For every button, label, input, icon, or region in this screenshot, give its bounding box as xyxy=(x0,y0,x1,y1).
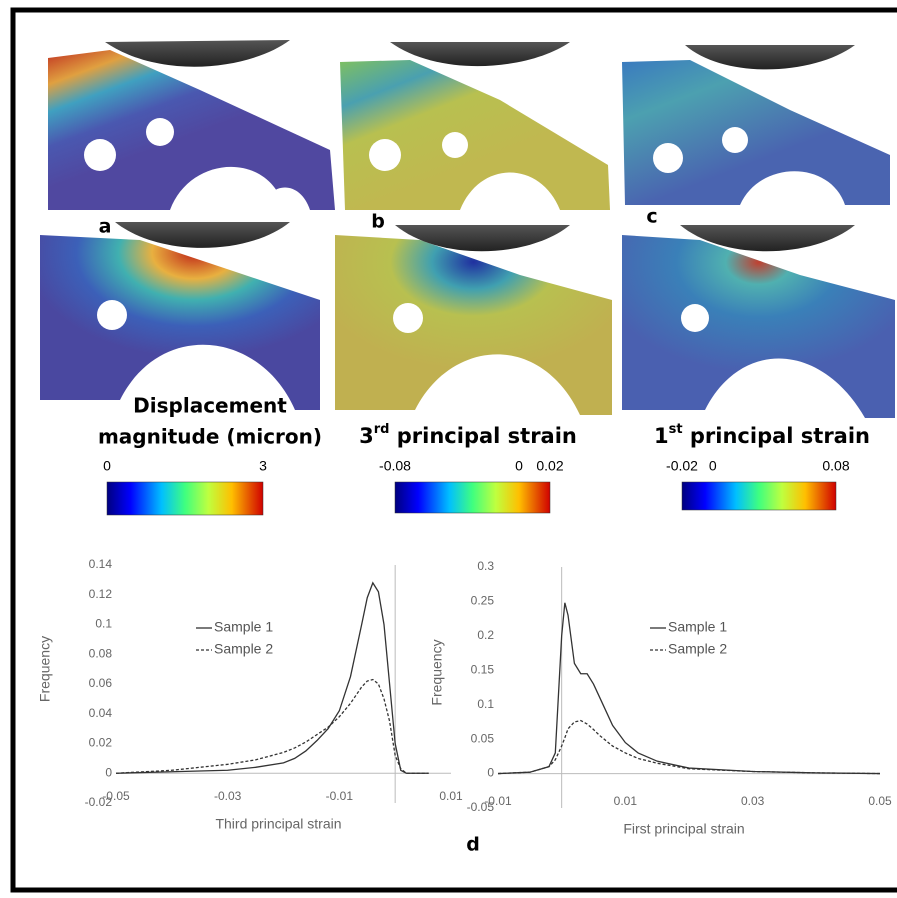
colorbar-tick-label: 0 xyxy=(103,458,111,474)
y-tick-label: 0.2 xyxy=(477,628,494,642)
y-tick-label: 0.12 xyxy=(89,587,113,601)
x-tick-label: -0.05 xyxy=(102,789,130,803)
colorbar-title: magnitude (micron) xyxy=(98,425,322,449)
series-line xyxy=(497,602,881,775)
frame xyxy=(10,7,897,893)
title-part: 1 xyxy=(654,424,669,448)
panel-label: b xyxy=(371,211,385,233)
y-tick-label: -0.02 xyxy=(85,795,113,809)
y-tick-label: 0.06 xyxy=(89,676,113,690)
x-tick-label: 0.01 xyxy=(439,789,463,803)
colorbar-tick-label: 0.08 xyxy=(822,458,849,474)
series-line xyxy=(497,719,881,775)
x-tick-label: 0.05 xyxy=(868,794,892,808)
colorbar-tick-label: -0.08 xyxy=(379,458,411,474)
title-part: rd xyxy=(374,422,390,437)
colorbar xyxy=(106,481,264,516)
colorbar-tick-label: -0.02 xyxy=(666,458,698,474)
x-axis-title: First principal strain xyxy=(623,821,744,837)
x-tick-label: -0.01 xyxy=(484,794,512,808)
series-line xyxy=(115,581,429,774)
title-part: principal strain xyxy=(389,424,576,448)
colorbar-title: 1st principal strain xyxy=(654,422,870,449)
series-line xyxy=(115,678,429,774)
x-axis-title: Third principal strain xyxy=(215,816,341,832)
colorbar-title: Displacement xyxy=(133,394,287,418)
y-axis-title: Frequency xyxy=(429,639,445,705)
title-part: principal strain xyxy=(683,424,870,448)
y-tick-label: 0.1 xyxy=(95,617,112,631)
y-tick-label: 0.15 xyxy=(471,662,495,676)
panel-label: c xyxy=(646,206,657,228)
fe-renderings xyxy=(40,40,895,418)
x-tick-label: -0.03 xyxy=(214,789,242,803)
y-tick-label: 0.1 xyxy=(477,697,494,711)
x-tick-label: -0.01 xyxy=(326,789,354,803)
legend-label: Sample 2 xyxy=(214,641,273,657)
panel-label: a xyxy=(99,216,112,238)
y-tick-label: 0.05 xyxy=(471,731,495,745)
colorbar-tick-label: 3 xyxy=(259,458,267,474)
colorbar xyxy=(394,481,551,514)
legend-label: Sample 1 xyxy=(214,619,273,635)
panel-label: d xyxy=(466,834,480,856)
title-part: st xyxy=(669,422,683,437)
colorbar-title: 3rd principal strain xyxy=(359,422,577,449)
colorbar-tick-label: 0 xyxy=(709,458,717,474)
y-axis-title: Frequency xyxy=(37,636,53,702)
y-tick-label: -0.05 xyxy=(467,800,495,814)
y-tick-label: 0 xyxy=(487,766,494,780)
y-tick-label: 0.08 xyxy=(89,646,113,660)
x-tick-label: 0.01 xyxy=(614,794,638,808)
legend-label: Sample 1 xyxy=(668,619,727,635)
colorbar-tick-label: 0 xyxy=(515,458,523,474)
legend-label: Sample 2 xyxy=(668,641,727,657)
y-tick-label: 0 xyxy=(105,765,112,779)
colorbar xyxy=(681,481,837,511)
y-tick-label: 0.3 xyxy=(477,559,494,573)
y-tick-label: 0.14 xyxy=(89,557,113,571)
y-tick-label: 0.25 xyxy=(471,594,495,608)
colorbar-tick-label: 0.02 xyxy=(536,458,563,474)
title-part: 3 xyxy=(359,424,374,448)
y-tick-label: 0.02 xyxy=(89,736,113,750)
y-tick-label: 0.04 xyxy=(89,706,113,720)
x-tick-label: 0.03 xyxy=(741,794,765,808)
